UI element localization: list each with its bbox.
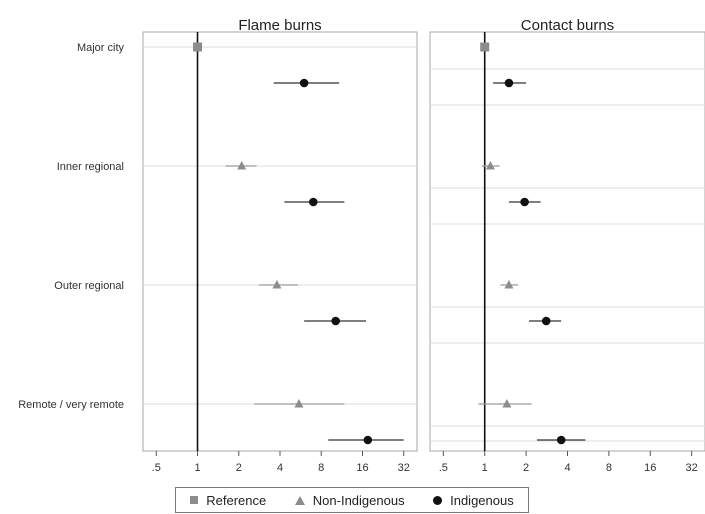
marker-square-major-city-reference <box>480 42 490 52</box>
panel-title: Contact burns <box>521 17 614 34</box>
category-label-major-city: Major city <box>77 42 125 54</box>
panel-frame-1 <box>142 31 418 452</box>
legend-label-reference: Reference <box>206 492 267 508</box>
legend-item-indigenous: Indigenous <box>433 493 514 508</box>
category-label-inner-regional: Inner regional <box>57 161 124 173</box>
x-tick-label: .5 <box>439 462 448 474</box>
x-tick-label: 1 <box>194 462 200 474</box>
marker-triangle-remote-very-remote-non-indigenous <box>294 399 304 408</box>
marker-circle-outer-regional-indigenous <box>541 316 551 326</box>
marker-triangle-outer-regional-non-indigenous <box>504 280 514 289</box>
legend-item-reference: Reference <box>190 493 266 508</box>
x-tick-label: 2 <box>236 462 242 474</box>
panel-contact-burns: Contact burns .5 1 2 4 8 16 32 <box>430 17 705 474</box>
square-marker-icon <box>190 496 199 504</box>
x-tick-label: 4 <box>277 462 283 474</box>
x-tick-label: 32 <box>686 462 698 474</box>
marker-triangle-remote-very-remote-non-indigenous <box>502 399 512 408</box>
x-tick-label: 32 <box>398 462 410 474</box>
legend-label-indigenous: Indigenous <box>450 492 514 508</box>
marker-circle-major-city-indigenous <box>504 78 514 88</box>
panel-title: Flame burns <box>238 17 321 34</box>
category-label-remote-very-remote: Remote / very remote <box>18 399 124 411</box>
marker-circle-inner-regional-indigenous <box>308 197 318 207</box>
legend: Reference Non-Indigenous Indigenous <box>175 487 529 513</box>
marker-square-major-city-reference <box>193 42 203 52</box>
x-tick-label: 2 <box>523 462 529 474</box>
x-tick-label: 8 <box>318 462 324 474</box>
panel-flame-burns: Flame burns .5 1 2 4 8 16 32 Major city Inner reg… <box>18 17 417 474</box>
legend-label-non-indigenous: Non-Indigenous <box>312 492 405 508</box>
marker-circle-inner-regional-indigenous <box>520 197 529 207</box>
panel-frame-2 <box>429 31 705 452</box>
triangle-marker-icon <box>294 495 305 505</box>
marker-circle-remote-very-remote-indigenous <box>363 435 373 445</box>
x-tick-label: 4 <box>564 462 570 474</box>
x-tick-label: .5 <box>152 462 161 474</box>
marker-triangle-inner-regional-non-indigenous <box>237 161 247 170</box>
x-tick-label: 16 <box>644 462 656 474</box>
chart-canvas: Flame burns .5 1 2 4 8 16 32 Major city Inner reg… <box>18 17 705 474</box>
x-tick-label: 16 <box>356 462 368 474</box>
legend-item-non-indigenous: Non-Indigenous <box>294 492 405 508</box>
marker-circle-major-city-indigenous <box>299 78 309 88</box>
circle-marker-icon <box>433 495 443 505</box>
marker-circle-remote-very-remote-indigenous <box>556 435 566 445</box>
x-tick-label: 8 <box>606 462 612 474</box>
marker-triangle-inner-regional-non-indigenous <box>485 161 495 170</box>
x-tick-label: 1 <box>482 462 488 474</box>
marker-triangle-outer-regional-non-indigenous <box>272 280 282 289</box>
marker-circle-outer-regional-indigenous <box>331 316 340 326</box>
category-label-outer-regional: Outer regional <box>54 280 124 292</box>
